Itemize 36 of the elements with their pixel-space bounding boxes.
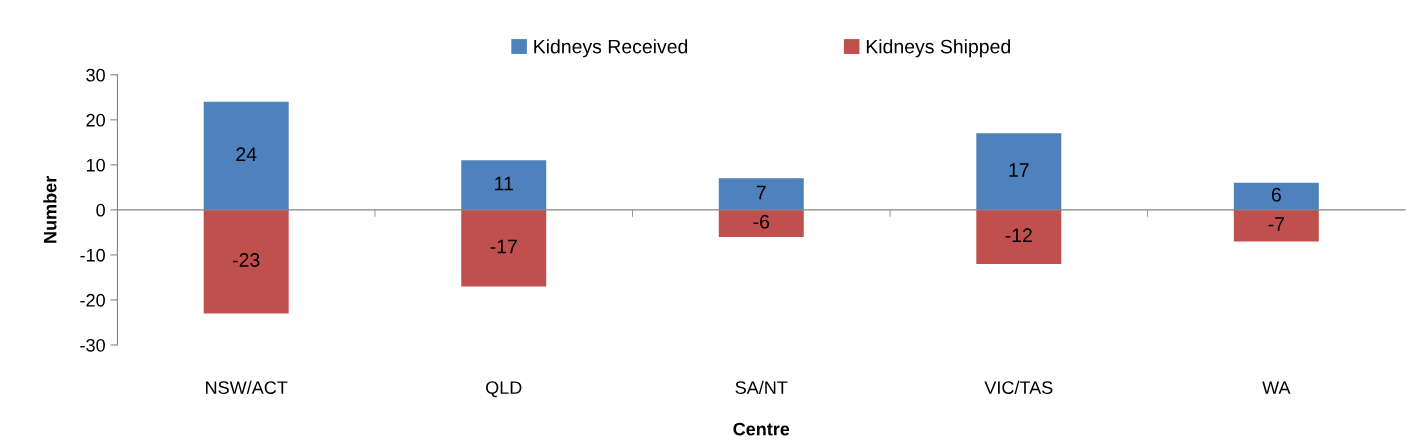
bar	[1233, 209, 1319, 242]
y-tick-label: 20	[86, 113, 105, 127]
data-label: -17	[490, 239, 517, 254]
data-label: 7	[756, 185, 766, 200]
y-tick-label: -30	[80, 338, 105, 352]
data-label: 24	[236, 147, 257, 161]
bar	[1233, 182, 1319, 210]
y-tick-label: 30	[86, 68, 105, 82]
data-label: 17	[1009, 163, 1029, 177]
x-tick-label: QLD	[486, 381, 522, 398]
bar	[461, 160, 547, 210]
y-tick-label: -10	[80, 248, 105, 262]
bar	[976, 209, 1062, 264]
y-tick-label: 0	[96, 203, 105, 217]
bar	[976, 133, 1062, 210]
bar	[461, 209, 547, 287]
data-label: -7	[1268, 217, 1284, 231]
data-label: 6	[1271, 187, 1281, 202]
bar	[203, 209, 289, 314]
y-tick-label: 10	[86, 158, 105, 172]
data-label: -6	[753, 214, 770, 229]
x-tick-label: SA/NT	[735, 380, 788, 394]
bar	[718, 178, 804, 210]
legend-label: Kidneys Received	[534, 39, 688, 58]
x-tick-label: VIC/TAS	[984, 380, 1053, 394]
bar	[203, 101, 289, 210]
data-label: -23	[233, 253, 260, 267]
legend-label: Kidneys Shipped	[866, 39, 1010, 58]
y-axis-title: Number	[43, 176, 57, 243]
y-tick-label: -20	[80, 293, 105, 307]
x-axis-title: Centre	[733, 422, 790, 436]
data-label: -12	[1005, 228, 1032, 242]
x-tick-label: WA	[1262, 381, 1291, 394]
data-label: 11	[495, 176, 513, 191]
bar	[718, 209, 804, 237]
x-tick-label: NSW/ACT	[206, 380, 288, 394]
